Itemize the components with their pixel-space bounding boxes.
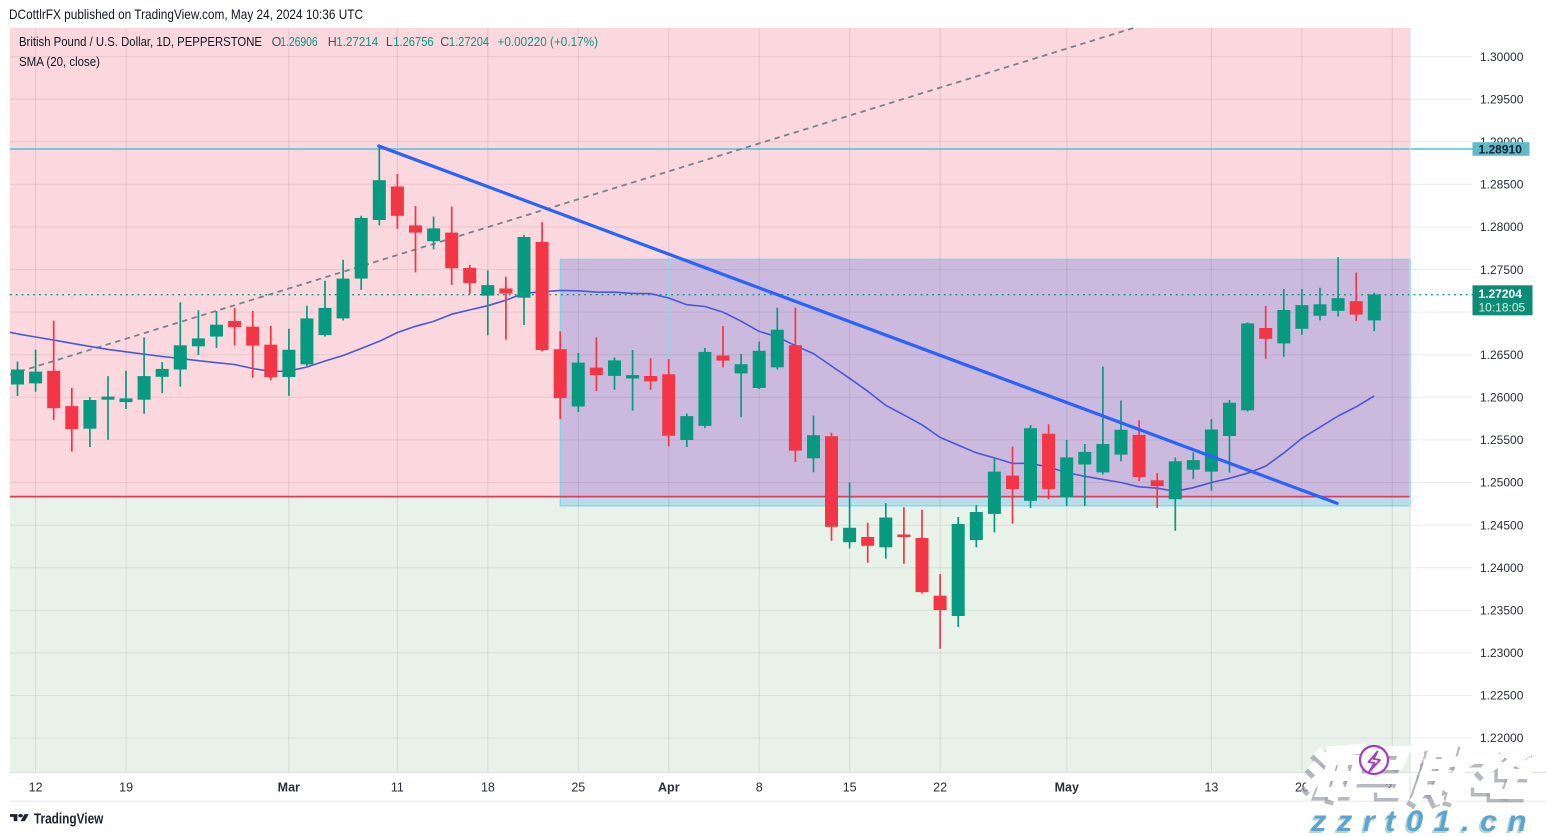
svg-text:Mar: Mar [278,781,300,795]
svg-text:1.26906: 1.26906 [280,35,317,49]
svg-text:8: 8 [756,781,763,795]
svg-text:25: 25 [571,781,585,795]
svg-text:H: H [328,35,337,49]
svg-text:C: C [440,35,449,49]
svg-text:TradingView: TradingView [34,811,104,828]
svg-text:1.28500: 1.28500 [1480,178,1524,192]
svg-text:zzrt01.cn: zzrt01.cn [1308,807,1535,836]
svg-text:1.22500: 1.22500 [1480,689,1524,703]
svg-text:SMA (20, close): SMA (20, close) [19,55,100,69]
svg-text:1.28910: 1.28910 [1479,142,1523,156]
svg-text:1.25000: 1.25000 [1480,476,1524,490]
svg-text:DCottlrFX published on Trading: DCottlrFX published on TradingView.com, … [9,6,363,22]
svg-text:zzrt01.cn: zzrt01.cn [1310,805,1537,836]
svg-text:British Pound / U.S. Dollar, 1: British Pound / U.S. Dollar, 1D, PEPPERS… [19,35,262,49]
svg-text:1.27204: 1.27204 [449,35,489,49]
svg-text:1.26500: 1.26500 [1480,348,1524,362]
svg-text:1.24500: 1.24500 [1480,518,1524,532]
svg-text:13: 13 [1204,781,1218,795]
svg-text:22: 22 [933,781,947,795]
svg-text:1.25500: 1.25500 [1480,433,1524,447]
svg-text:1.27214: 1.27214 [336,35,378,49]
svg-text:1.30000: 1.30000 [1480,50,1524,64]
svg-text:1.26000: 1.26000 [1480,391,1524,405]
svg-text:1.27204: 1.27204 [1479,287,1523,301]
svg-text:1.27500: 1.27500 [1480,263,1524,277]
svg-text:18: 18 [481,781,495,795]
svg-text:10:18:05: 10:18:05 [1479,301,1526,315]
svg-text:15: 15 [843,781,857,795]
svg-text:O: O [272,35,282,49]
svg-text:+0.00220 (+0.17%): +0.00220 (+0.17%) [498,35,599,49]
svg-text:1.22000: 1.22000 [1480,731,1524,745]
svg-text:1.23000: 1.23000 [1480,646,1524,660]
svg-text:1.29500: 1.29500 [1480,92,1524,106]
svg-text:L: L [386,35,393,49]
svg-text:Apr: Apr [658,781,680,795]
svg-text:12: 12 [29,781,43,795]
svg-text:May: May [1055,781,1079,795]
svg-text:19: 19 [119,781,133,795]
svg-text:1.28000: 1.28000 [1480,220,1524,234]
svg-text:11: 11 [391,781,404,795]
svg-text:1.24000: 1.24000 [1480,561,1524,575]
svg-text:1.26756: 1.26756 [393,35,433,49]
svg-text:1.23500: 1.23500 [1480,604,1524,618]
